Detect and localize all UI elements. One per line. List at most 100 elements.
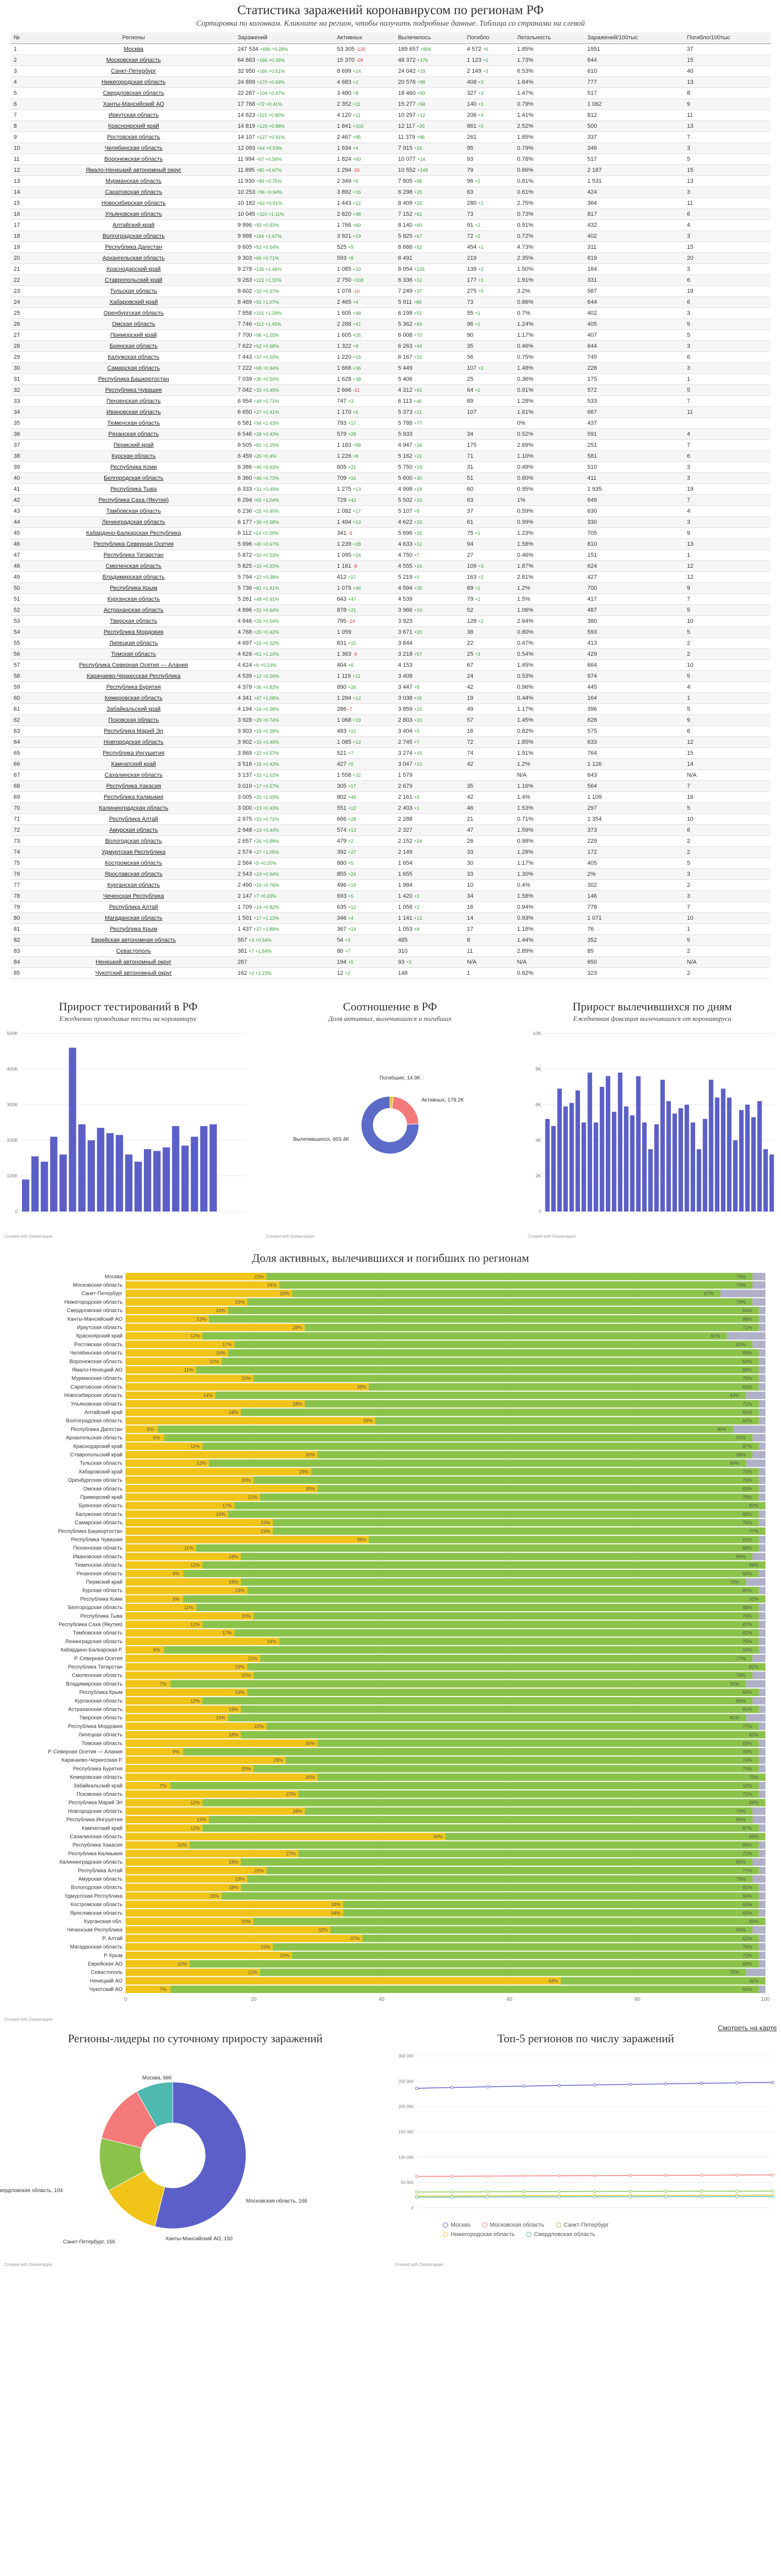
region-link[interactable]: Ханты-Мансийский АО	[32, 98, 235, 110]
region-link[interactable]: Новгородская область	[32, 736, 235, 748]
region-link[interactable]: Вологодская область	[32, 835, 235, 847]
region-link[interactable]: Свердловская область	[32, 87, 235, 99]
region-link[interactable]: Московская область	[32, 54, 235, 66]
region-link[interactable]: Республика Северная Осетия	[32, 538, 235, 550]
region-link[interactable]: Забайкальский край	[32, 703, 235, 715]
region-link[interactable]: Костромская область	[32, 857, 235, 869]
region-link[interactable]: Курганская область	[32, 593, 235, 605]
region-link[interactable]: Амурская область	[32, 824, 235, 836]
region-link[interactable]: Архангельская область	[32, 252, 235, 264]
region-link[interactable]: Республика Чувашия	[32, 384, 235, 396]
region-link[interactable]: Томская область	[32, 648, 235, 660]
region-link[interactable]: Волгоградская область	[32, 230, 235, 242]
region-link[interactable]: Оренбургская область	[32, 307, 235, 319]
region-link[interactable]: Челябинская область	[32, 142, 235, 154]
region-link[interactable]: Тамбовская область	[32, 505, 235, 517]
region-link[interactable]: Республика Алтай	[32, 901, 235, 913]
region-link[interactable]: Чукотский автономный округ	[32, 967, 235, 979]
delta-value: +176	[417, 57, 428, 63]
region-link[interactable]: Севастополь	[32, 945, 235, 957]
region-link[interactable]: Республика Мордовия	[32, 626, 235, 638]
column-header[interactable]: Регионы	[32, 32, 235, 44]
region-link[interactable]: Курская область	[32, 450, 235, 462]
region-link[interactable]: Тульская область	[32, 285, 235, 297]
region-link[interactable]: Рязанская область	[32, 428, 235, 440]
region-link[interactable]: Калужская область	[32, 351, 235, 363]
region-link[interactable]: Чеченская Республика	[32, 890, 235, 902]
region-link[interactable]: Республика Башкортостан	[32, 373, 235, 385]
region-link[interactable]: Кабардино-Балкарская Республика	[32, 527, 235, 539]
region-link[interactable]: Республика Северная Осетия — Алания	[32, 659, 235, 671]
region-link[interactable]: Смоленская область	[32, 560, 235, 572]
region-link[interactable]: Республика Калмыкия	[32, 791, 235, 803]
region-link[interactable]: Еврейская автономная область	[32, 934, 235, 946]
region-link[interactable]: Ростовская область	[32, 131, 235, 143]
region-link[interactable]: Пензенская область	[32, 395, 235, 407]
region-link[interactable]: Ярославская область	[32, 868, 235, 880]
region-link[interactable]: Тверская область	[32, 615, 235, 627]
region-link[interactable]: Брянская область	[32, 340, 235, 352]
region-link[interactable]: Республика Тыва	[32, 483, 235, 495]
region-link[interactable]: Республика Крым	[32, 923, 235, 935]
region-link[interactable]: Санкт-Петербург	[32, 65, 235, 77]
region-link[interactable]: Воронежская область	[32, 153, 235, 165]
column-header[interactable]: Погибло/100тыс	[684, 32, 771, 44]
column-header[interactable]: Вылечилось	[395, 32, 464, 44]
region-link[interactable]: Белгородская область	[32, 472, 235, 484]
mortality-cell: 1.30%	[514, 868, 584, 880]
row-number: 69	[10, 791, 33, 803]
region-link[interactable]: Омская область	[32, 318, 235, 330]
column-header[interactable]: Заражений	[234, 32, 334, 44]
region-link[interactable]: Ненецкий автономный округ	[32, 956, 235, 968]
region-link[interactable]: Республика Саха (Якутия)	[32, 494, 235, 506]
region-link[interactable]: Республика Коми	[32, 461, 235, 473]
view-on-map-link[interactable]: Смотреть на карте	[718, 2023, 777, 2032]
region-link[interactable]: Карачаево-Черкесская Республика	[32, 670, 235, 682]
region-link[interactable]: Саратовская область	[32, 186, 235, 198]
region-link[interactable]: Липецкая область	[32, 637, 235, 649]
region-link[interactable]: Самарская область	[32, 362, 235, 374]
region-link[interactable]: Иркутская область	[32, 109, 235, 121]
region-link[interactable]: Владимирская область	[32, 571, 235, 583]
region-link[interactable]: Москва	[32, 43, 235, 55]
region-link[interactable]: Ульяновская область	[32, 208, 235, 220]
region-link[interactable]: Республика Ингушетия	[32, 747, 235, 759]
region-link[interactable]: Калининградская область	[32, 802, 235, 814]
region-link[interactable]: Псковская область	[32, 714, 235, 726]
region-link[interactable]: Курганская область	[32, 879, 235, 891]
column-header[interactable]: Заражений/100тыс	[584, 32, 684, 44]
region-link[interactable]: Удмуртская Республика	[32, 846, 235, 858]
region-link[interactable]: Республика Дагестан	[32, 241, 235, 253]
region-link[interactable]: Сахалинская область	[32, 769, 235, 781]
region-link[interactable]: Республика Хакасия	[32, 780, 235, 792]
column-header[interactable]: №	[10, 32, 33, 44]
column-header[interactable]: Погибло	[464, 32, 514, 44]
region-link[interactable]: Алтайский край	[32, 219, 235, 231]
region-link[interactable]: Красноярский край	[32, 120, 235, 132]
region-link[interactable]: Пермский край	[32, 439, 235, 451]
region-link[interactable]: Республика Марий Эл	[32, 725, 235, 737]
region-link[interactable]: Ивановская область	[32, 406, 235, 418]
region-link[interactable]: Тюменская область	[32, 417, 235, 429]
region-link[interactable]: Приморский край	[32, 329, 235, 341]
region-link[interactable]: Краснодарский край	[32, 263, 235, 275]
region-link[interactable]: Ямало-Ненецкий автономный округ	[32, 164, 235, 176]
region-link[interactable]: Магаданская область	[32, 912, 235, 924]
region-link[interactable]: Астраханская область	[32, 604, 235, 616]
region-link[interactable]: Республика Татарстан	[32, 549, 235, 561]
recovered-pct-label: 72%	[743, 1851, 752, 1856]
region-link[interactable]: Республика Крым	[32, 582, 235, 594]
region-link[interactable]: Хабаровский край	[32, 296, 235, 308]
region-link[interactable]: Ставропольский край	[32, 274, 235, 286]
region-link[interactable]: Камчатский край	[32, 758, 235, 770]
column-header[interactable]: Летальность	[514, 32, 584, 44]
region-link[interactable]: Кемеровская область	[32, 692, 235, 704]
column-header[interactable]: Активных	[333, 32, 395, 44]
region-link[interactable]: Новосибирская область	[32, 197, 235, 209]
region-link[interactable]: Нижегородская область	[32, 76, 235, 88]
region-link[interactable]: Мурманская область	[32, 175, 235, 187]
recovered-cell: 6 008 +70	[395, 329, 464, 341]
region-link[interactable]: Ленинградская область	[32, 516, 235, 528]
region-link[interactable]: Республика Бурятия	[32, 681, 235, 693]
region-link[interactable]: Республика Алтай	[32, 813, 235, 825]
